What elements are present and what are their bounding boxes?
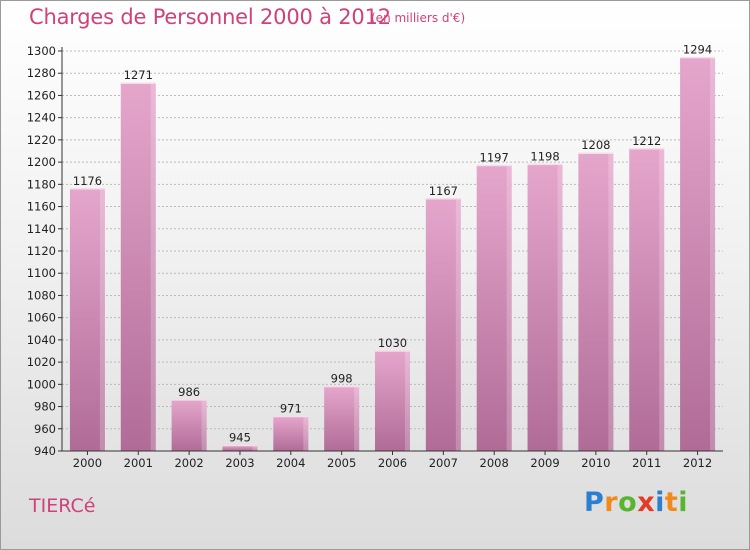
x-tick-label: 2002: [174, 456, 203, 470]
bar-value-label: 1212: [632, 134, 661, 148]
bar-value-label: 1167: [429, 184, 458, 198]
bar: [476, 165, 512, 451]
x-tick-label: 2010: [581, 456, 610, 470]
bar: [324, 386, 360, 451]
y-tick-label: 1180: [27, 177, 56, 191]
logo-letter: i: [655, 487, 665, 518]
y-tick-label: 1200: [27, 155, 56, 169]
bar-highlight: [455, 198, 461, 451]
chart-subtitle: (en milliers d'€): [371, 11, 466, 25]
x-tick-label: 2006: [378, 456, 407, 470]
bar: [171, 399, 207, 451]
y-tick-label: 1040: [27, 333, 56, 347]
bar-value-label: 1208: [581, 138, 610, 152]
bar-highlight: [303, 416, 309, 451]
y-tick-label: 1240: [27, 111, 56, 125]
bar: [375, 351, 410, 451]
y-tick-label: 1280: [27, 66, 56, 80]
x-tick-label: 2011: [632, 456, 661, 470]
bar-highlight: [557, 164, 563, 452]
bar-highlight: [150, 83, 156, 451]
bar-value-label: 998: [331, 372, 353, 386]
bar-highlight: [99, 188, 105, 451]
bar-highlight: [201, 399, 207, 451]
logo-letter: i: [678, 487, 689, 518]
bar-value-label: 1198: [530, 149, 559, 163]
bar-value-label: 1271: [124, 68, 153, 82]
y-tick-label: 1020: [27, 355, 56, 369]
y-tick-label: 1140: [27, 222, 56, 236]
bar-highlight: [506, 165, 512, 451]
chart-title: Charges de Personnel 2000 à 2012: [29, 5, 391, 29]
logo-letter: P: [584, 487, 605, 518]
y-tick-label: 1220: [27, 133, 56, 147]
y-tick-label: 1120: [27, 244, 56, 258]
logo-letter: x: [637, 487, 656, 518]
bar: [120, 83, 156, 451]
bar-highlight: [354, 386, 360, 451]
bar: [222, 445, 258, 451]
y-tick-label: 1080: [27, 288, 56, 302]
logo-letter: o: [618, 487, 638, 518]
logo-letter: r: [604, 487, 619, 518]
bar-highlight: [710, 57, 716, 452]
bar-value-label: 971: [280, 402, 302, 416]
bar: [527, 164, 563, 452]
bar-highlight: [252, 445, 258, 451]
bar-value-label: 1197: [480, 150, 509, 164]
bar: [425, 198, 461, 451]
bar-highlight: [405, 351, 410, 451]
bar: [69, 188, 105, 451]
bar-value-label: 1176: [73, 174, 102, 188]
proxiti-logo: Proxiti: [584, 487, 688, 518]
bar: [273, 416, 309, 451]
bar-value-label: 1030: [378, 336, 407, 350]
bar: [629, 148, 665, 451]
y-tick-label: 1100: [27, 266, 56, 280]
bar-value-label: 945: [229, 430, 251, 444]
bar-value-label: 986: [178, 385, 200, 399]
y-tick-label: 960: [34, 422, 56, 436]
bars: 1176 1271 986 945 971 998 1030 1167 1197 1198 1208…: [69, 43, 716, 452]
x-tick-label: 2009: [530, 456, 559, 470]
x-tick-label: 2005: [327, 456, 356, 470]
bar-highlight: [608, 153, 614, 451]
y-tick-label: 1000: [27, 377, 56, 391]
y-tick-label: 980: [34, 400, 56, 414]
y-tick-label: 940: [34, 444, 56, 458]
x-tick-label: 2001: [124, 456, 153, 470]
y-tick-label: 1060: [27, 311, 56, 325]
commune-name: TIERCé: [29, 495, 96, 517]
y-tick-label: 1260: [27, 88, 56, 102]
x-tick-label: 2012: [683, 456, 712, 470]
x-tick-label: 2008: [480, 456, 509, 470]
bar: [680, 57, 716, 452]
bar: [578, 153, 614, 451]
bar-highlight: [659, 148, 665, 451]
x-tick-label: 2004: [276, 456, 305, 470]
y-axis: 940 960 980 1000 1020 1040 1060 1080 1100 1120 114…: [27, 44, 63, 458]
x-tick-label: 2007: [429, 456, 458, 470]
logo-letter: t: [664, 487, 679, 518]
x-tick-label: 2000: [73, 456, 102, 470]
y-tick-label: 1160: [27, 200, 56, 214]
x-axis: 2000 2001 2002 2003 2004 2005 2006 2007 2008 2009…: [62, 450, 723, 470]
bar-value-label: 1294: [683, 43, 712, 57]
y-tick-label: 1300: [27, 44, 56, 58]
x-tick-label: 2003: [225, 456, 254, 470]
